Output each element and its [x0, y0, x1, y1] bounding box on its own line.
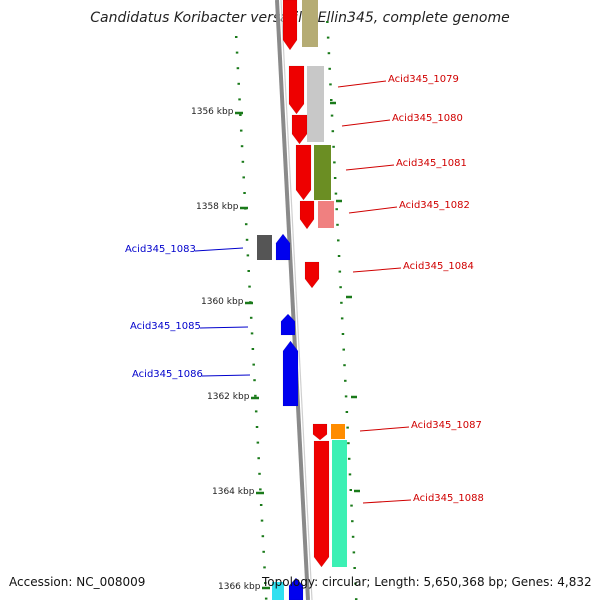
gene-label[interactable]: Acid345_1081 [396, 158, 467, 169]
genome-backbone [275, 0, 310, 600]
gene-leader-line [199, 326, 249, 329]
gene-arrow [313, 440, 330, 568]
feature-block [314, 145, 331, 200]
gene-leader-line [345, 164, 395, 171]
gene-label[interactable]: Acid345_1086 [132, 369, 203, 380]
gene-arrow-partial [282, 0, 298, 51]
gene-leader-line [352, 267, 402, 273]
feature-block [257, 235, 272, 260]
gene-label[interactable]: Acid345_1087 [411, 420, 482, 431]
gene-arrow [282, 340, 299, 407]
gene-label[interactable]: Acid345_1082 [399, 200, 470, 211]
genome-backbone-edge [280, 0, 313, 600]
gene-leader-line [201, 374, 251, 377]
feature-block [331, 424, 345, 439]
gene-arrow [280, 313, 296, 336]
gene-leader-line [348, 206, 398, 214]
map-title: Candidatus Koribacter versatilis Ellin34… [90, 10, 510, 26]
gene-arrow [312, 423, 328, 441]
gene-arrow [299, 200, 315, 230]
gene-arrow [295, 144, 312, 201]
scale-label: 1358 kbp [196, 202, 239, 212]
scale-label: 1366 kbp [218, 582, 261, 592]
feature-block [272, 582, 284, 600]
gene-label[interactable]: Acid345_1084 [403, 261, 474, 272]
genome-stats-text: Topology: circular; Length: 5,650,368 bp… [262, 575, 592, 589]
gene-label[interactable]: Acid345_1079 [388, 74, 459, 85]
gene-arrow-partial [288, 577, 304, 600]
gene-arrow [291, 114, 308, 145]
scale-label: 1360 kbp [201, 297, 244, 307]
gene-label[interactable]: Acid345_1083 [125, 244, 196, 255]
gene-label[interactable]: Acid345_1088 [413, 493, 484, 504]
gene-arrow [275, 233, 291, 261]
gene-label[interactable]: Acid345_1085 [130, 321, 201, 332]
feature-block [332, 440, 347, 567]
gene-leader-line [362, 499, 412, 504]
gene-leader-line [359, 426, 410, 432]
gene-arrow [288, 65, 305, 115]
feature-block [318, 201, 334, 228]
gene-leader-line [337, 80, 387, 88]
scale-label: 1362 kbp [207, 392, 250, 402]
accession-text: Accession: NC_008009 [9, 575, 146, 589]
gene-leader-line [194, 247, 244, 252]
gene-arrow [304, 261, 320, 289]
feature-block [302, 0, 318, 47]
gene-leader-line [341, 119, 391, 127]
gene-label[interactable]: Acid345_1080 [392, 113, 463, 124]
scale-label: 1356 kbp [191, 107, 234, 117]
feature-block [307, 66, 324, 142]
scale-label: 1364 kbp [212, 487, 255, 497]
